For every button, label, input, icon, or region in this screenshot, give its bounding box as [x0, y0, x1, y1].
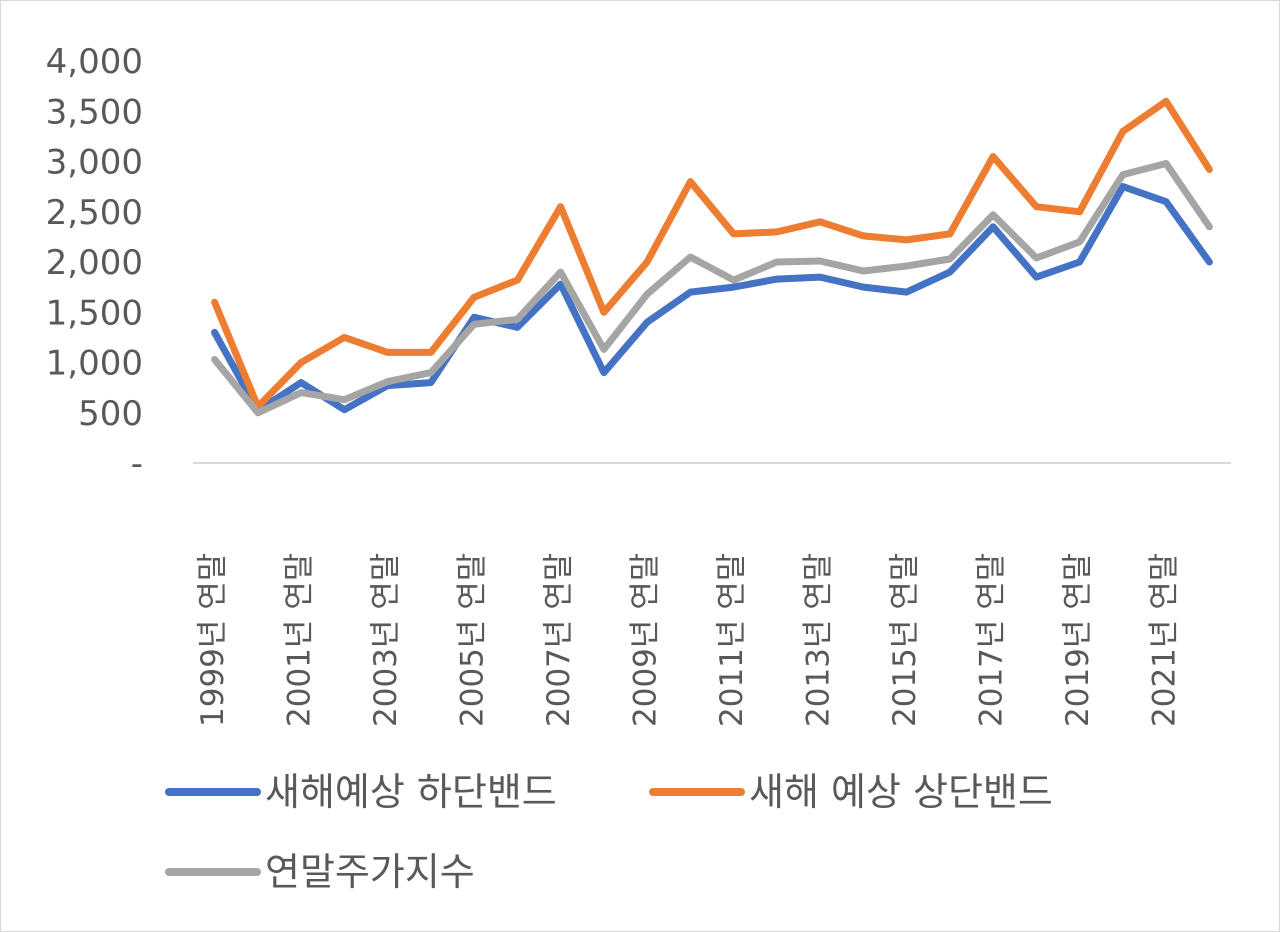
- y-tick-label: -: [131, 444, 143, 484]
- series-line-3: [211, 160, 1213, 417]
- x-tick-label: 2021년 연말: [1147, 553, 1183, 727]
- x-tick-label: 2013년 연말: [801, 553, 837, 727]
- x-tick-label: 2001년 연말: [282, 553, 318, 727]
- x-tick-label: 2007년 연말: [541, 553, 577, 727]
- y-tick-label: 500: [78, 394, 143, 434]
- x-tick-label: 2005년 연말: [455, 553, 491, 727]
- legend-label: 연말주가지수: [265, 850, 475, 894]
- y-tick-label: 2,500: [46, 193, 143, 233]
- legend-label: 새해예상 하단밴드: [265, 770, 557, 814]
- x-tick-label: 2009년 연말: [628, 553, 664, 727]
- series-line-2: [211, 97, 1213, 411]
- series-lines: [211, 97, 1213, 417]
- y-tick-label: 2,000: [46, 243, 143, 283]
- y-tick-label: 4,000: [46, 42, 143, 82]
- x-tick-label: 2011년 연말: [714, 553, 750, 727]
- x-tick-label: 2019년 연말: [1060, 553, 1096, 727]
- series-line-1: [211, 183, 1213, 415]
- x-tick-label: 1999년 연말: [195, 553, 231, 727]
- legend-label: 새해 예상 상단밴드: [749, 770, 1053, 814]
- x-tick-label: 2015년 연말: [887, 553, 923, 727]
- x-tick-label: 2017년 연말: [974, 553, 1010, 727]
- y-tick-label: 3,000: [46, 143, 143, 183]
- y-tick-label: 1,000: [46, 344, 143, 384]
- y-tick-label: 3,500: [46, 92, 143, 132]
- y-tick-label: 1,500: [46, 293, 143, 333]
- y-axis-ticks: - 500 1,000 1,500 2,000 2,500 3,000 3,500 4,000: [46, 42, 143, 484]
- x-tick-label: 2003년 연말: [368, 553, 404, 727]
- x-axis-ticks: 1999년 연말 2001년 연말 2003년 연말 2005년 연말 2007년 연말…: [195, 553, 1183, 727]
